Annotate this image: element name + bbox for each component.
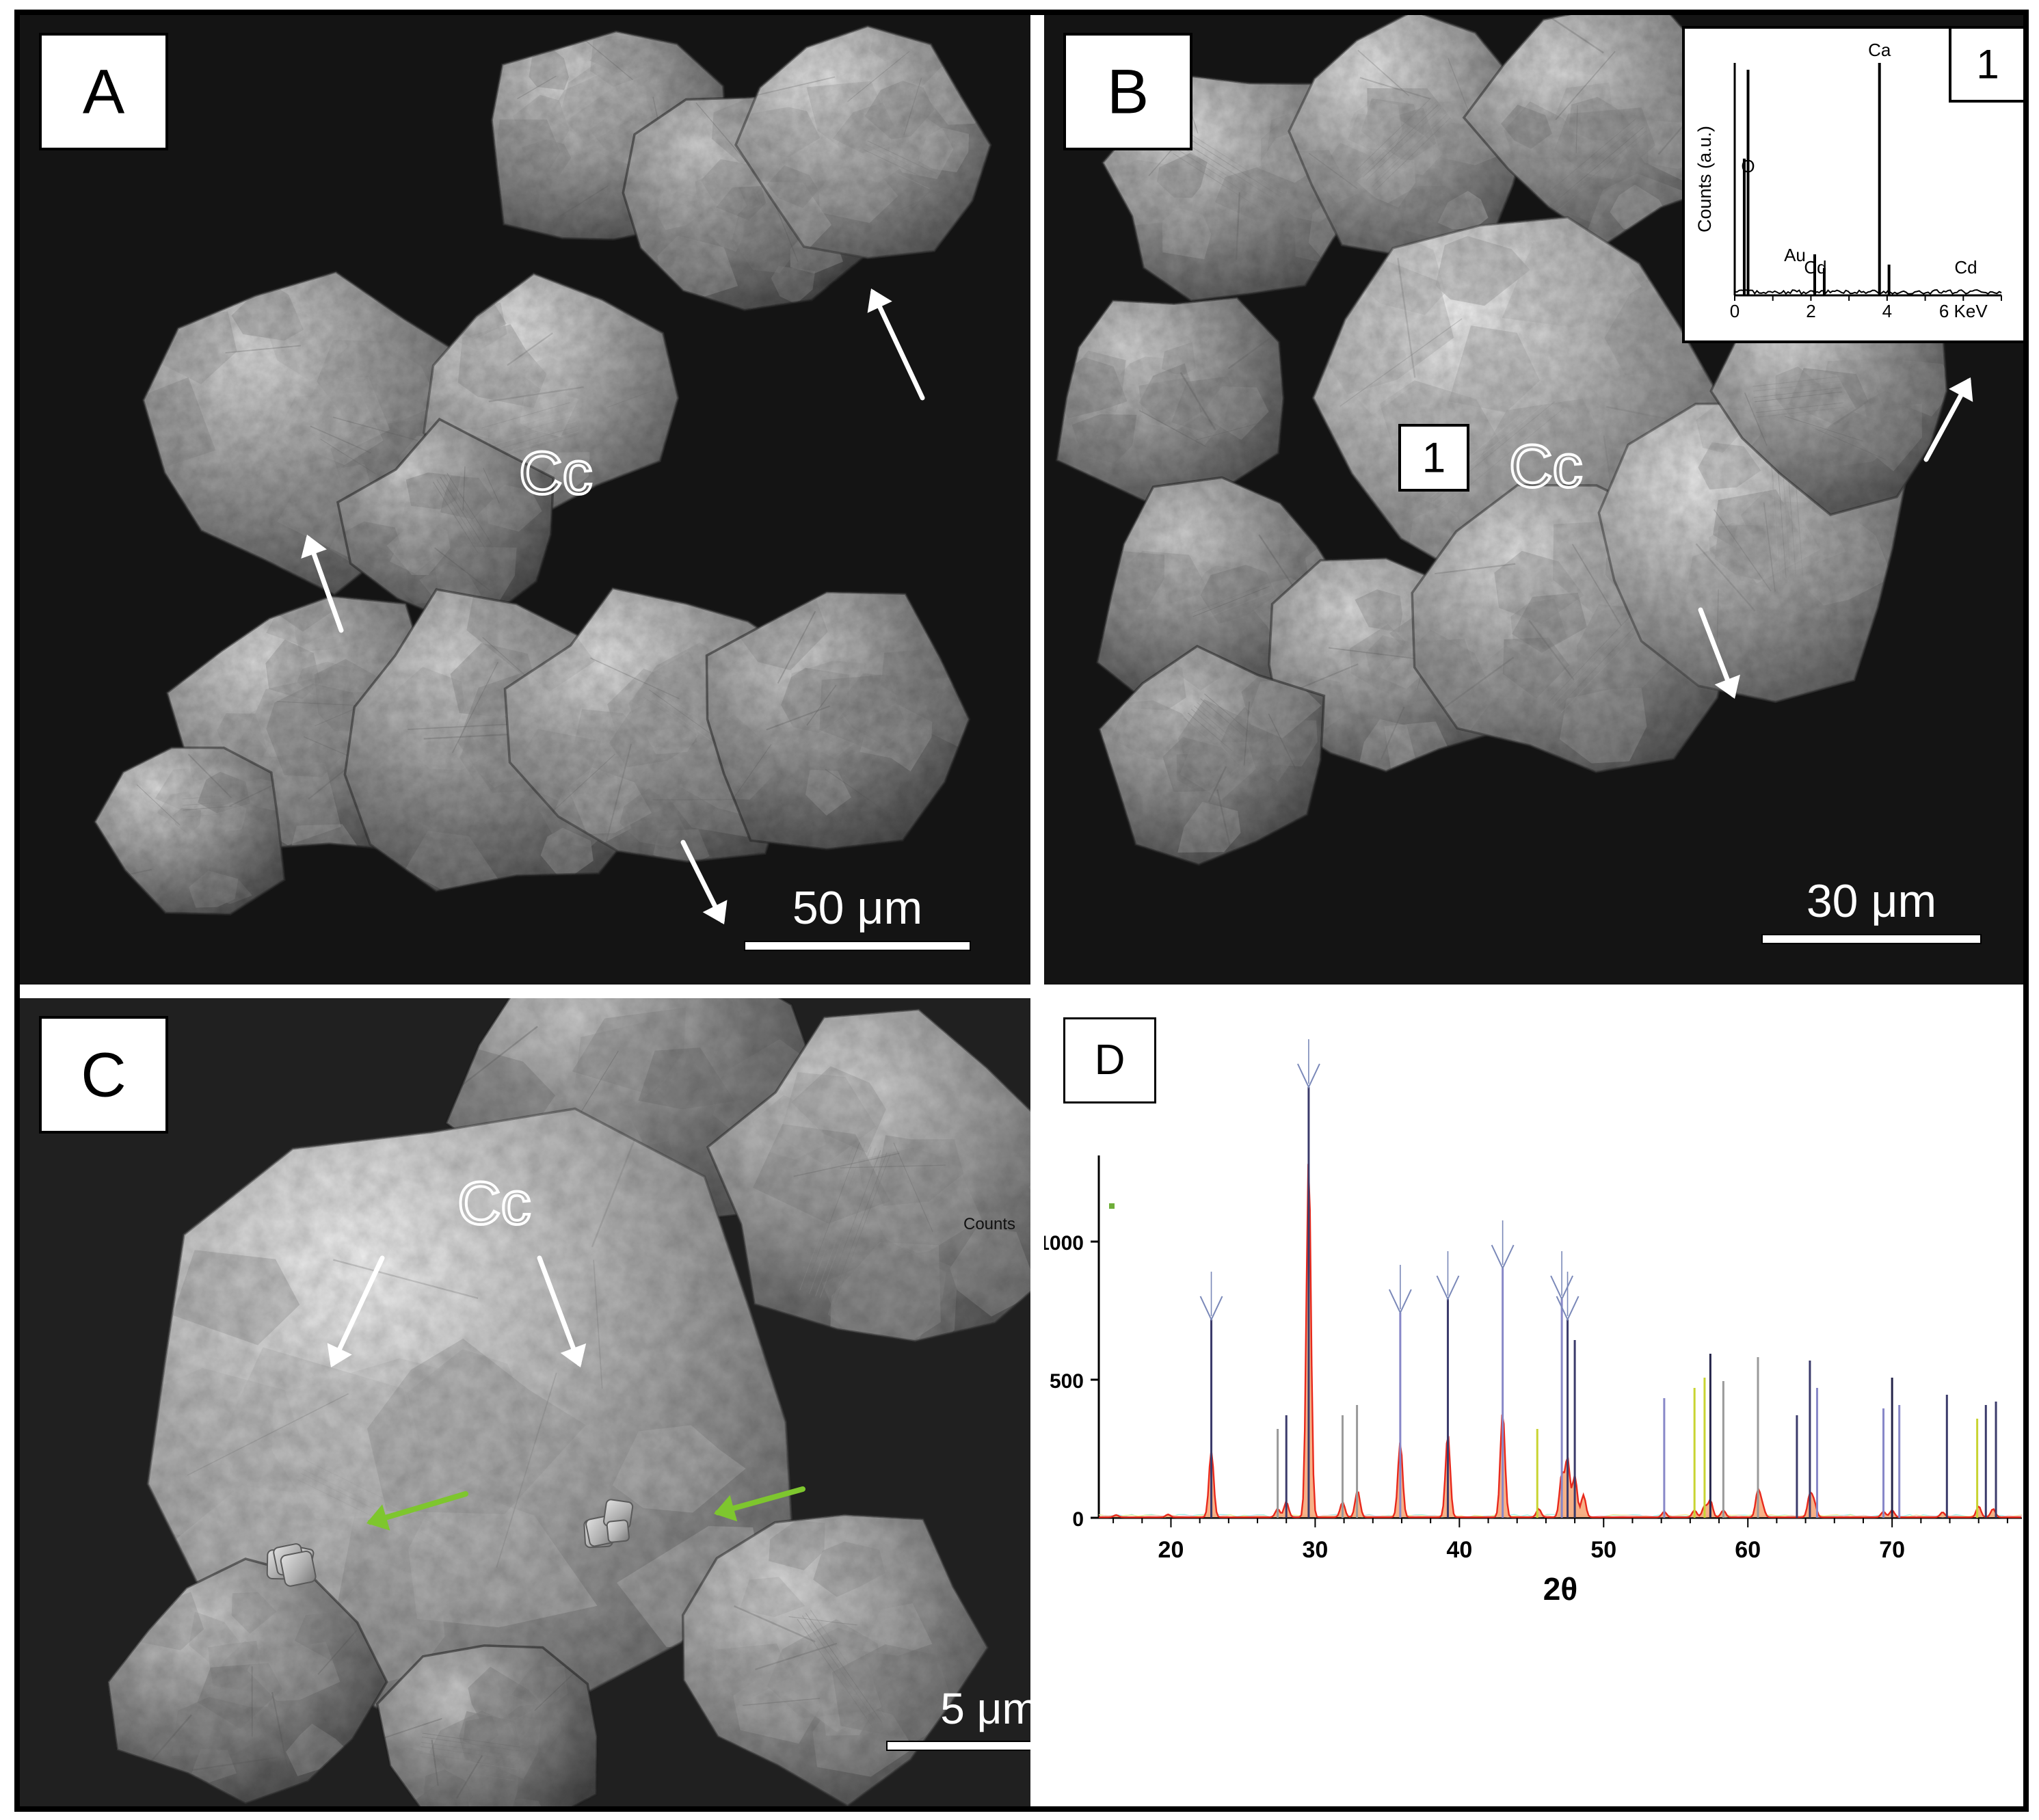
svg-text:Cc: Cc — [1509, 432, 1583, 500]
svg-text:Counts: Counts — [963, 1215, 1015, 1233]
svg-text:Cc: Cc — [457, 1169, 531, 1237]
svg-text:Cd: Cd — [1954, 257, 1977, 278]
svg-text:Cd: Cd — [1804, 257, 1826, 278]
svg-text:70: 70 — [1879, 1537, 1905, 1563]
svg-text:30 μm: 30 μm — [1807, 875, 1936, 927]
svg-text:2θ: 2θ — [1543, 1571, 1577, 1607]
svg-text:C: C — [81, 1040, 126, 1110]
svg-text:Ca: Ca — [1868, 40, 1891, 60]
svg-text:0: 0 — [1730, 301, 1740, 321]
svg-text:5 μm: 5 μm — [940, 1684, 1030, 1733]
svg-text:50: 50 — [1590, 1537, 1616, 1563]
svg-text:50 μm: 50 μm — [792, 882, 922, 934]
svg-text:A: A — [83, 57, 125, 126]
svg-text:6 KeV: 6 KeV — [1939, 301, 1988, 321]
svg-text:B: B — [1107, 57, 1149, 126]
svg-text:Au: Au — [1784, 245, 1806, 265]
svg-text:20: 20 — [1158, 1537, 1184, 1563]
svg-text:30: 30 — [1302, 1537, 1328, 1563]
svg-text:Cc: Cc — [519, 439, 593, 507]
svg-text:40: 40 — [1446, 1537, 1472, 1563]
svg-text:500: 500 — [1050, 1370, 1084, 1393]
svg-text:1: 1 — [1422, 435, 1445, 482]
svg-text:0: 0 — [1072, 1508, 1084, 1531]
svg-text:Counts (a.u.): Counts (a.u.) — [1694, 126, 1715, 232]
svg-text:4: 4 — [1882, 301, 1892, 321]
svg-text:2: 2 — [1806, 301, 1815, 321]
svg-text:60: 60 — [1735, 1537, 1761, 1563]
svg-text:1000: 1000 — [1044, 1232, 1084, 1255]
svg-text:1: 1 — [1976, 41, 1999, 87]
